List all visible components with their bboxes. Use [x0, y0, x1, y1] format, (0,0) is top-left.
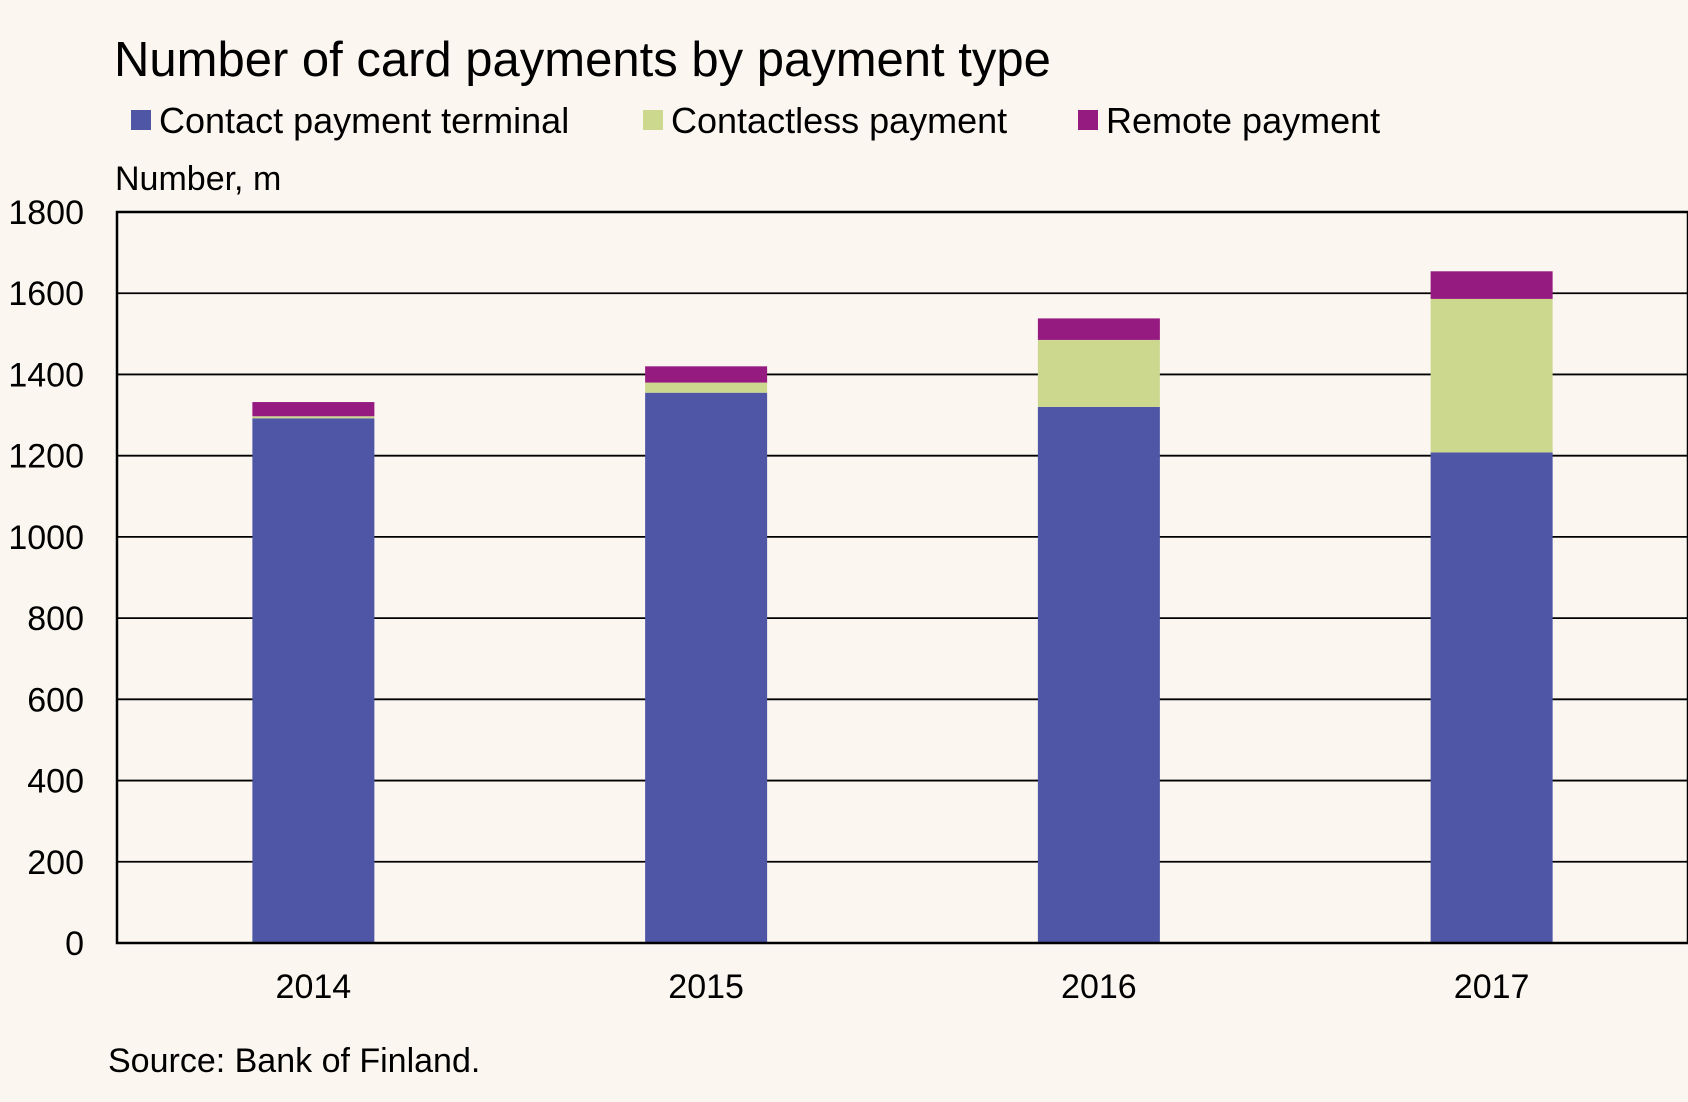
chart-title: Number of card payments by payment type: [114, 33, 1051, 87]
bar-2017-remote: [1430, 271, 1553, 299]
y-tick-label-0: 0: [65, 925, 84, 963]
x-tick-label-2017: 2017: [1454, 968, 1530, 1006]
bar-2015-contactless: [645, 382, 768, 393]
bar-2016-remote: [1037, 318, 1160, 340]
legend-label-contact: Contact payment terminal: [159, 100, 569, 141]
bar-2014-contact: [252, 418, 375, 943]
bar-2014-contactless: [252, 416, 375, 419]
x-tick-label-2016: 2016: [1061, 968, 1137, 1006]
bar-2015-contact: [645, 392, 768, 943]
y-axis-ticks: 0 200 400 600 800 1000 1200 1400 1600 1800: [8, 194, 84, 963]
legend-swatch-remote: [1078, 110, 1098, 130]
bar-2016-contact: [1037, 406, 1160, 943]
y-tick-label-1000: 1000: [8, 519, 84, 557]
source-note: Source: Bank of Finland.: [108, 1042, 480, 1080]
y-axis-unit-label: Number, m: [115, 160, 281, 198]
legend-label-remote: Remote payment: [1106, 100, 1380, 141]
bar-2015-remote: [645, 366, 768, 383]
y-tick-label-1600: 1600: [8, 275, 84, 313]
y-tick-label-800: 800: [27, 600, 84, 638]
x-tick-label-2014: 2014: [276, 968, 352, 1006]
legend: Contact payment terminal Contactless pay…: [131, 100, 1380, 141]
plot-frame: [115, 210, 1688, 945]
y-tick-label-1400: 1400: [8, 356, 84, 394]
y-tick-label-600: 600: [27, 681, 84, 719]
legend-swatch-contactless: [643, 110, 663, 130]
bar-2016-contactless: [1037, 339, 1160, 407]
bar-2017-contact: [1430, 452, 1553, 943]
y-tick-label-1200: 1200: [8, 438, 84, 476]
legend-label-contactless: Contactless payment: [671, 100, 1007, 141]
y-tick-label-200: 200: [27, 844, 84, 882]
y-tick-label-400: 400: [27, 763, 84, 801]
y-tick-label-1800: 1800: [8, 194, 84, 232]
gridlines: [117, 292, 1688, 863]
bar-2014-remote: [252, 402, 375, 417]
legend-swatch-contact: [131, 110, 151, 130]
bar-2017-contactless: [1430, 298, 1553, 453]
x-tick-label-2015: 2015: [668, 968, 744, 1006]
x-axis-ticks: 2014 2015 2016 2017: [276, 968, 1530, 1006]
bars: [252, 271, 1553, 943]
